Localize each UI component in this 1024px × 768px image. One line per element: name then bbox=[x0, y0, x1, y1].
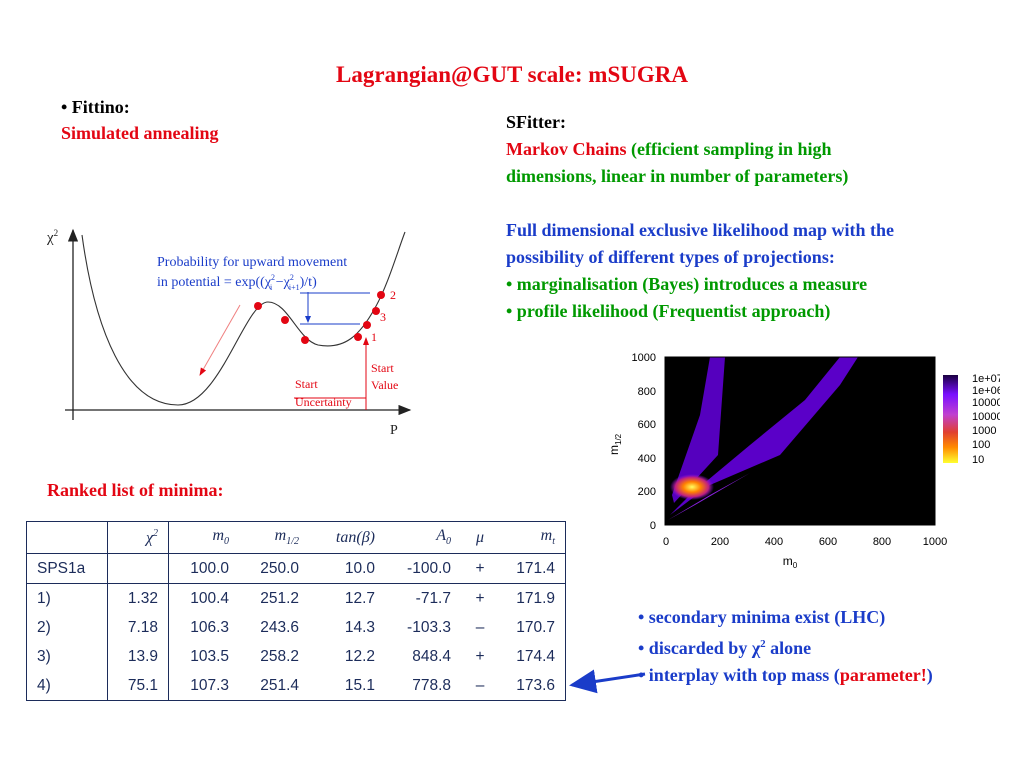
sfitter-heading: SFitter: bbox=[506, 112, 566, 132]
colorbar-label: 1000 bbox=[972, 425, 996, 437]
annealing-points bbox=[254, 291, 385, 344]
table-header-mu: μ bbox=[475, 528, 485, 546]
x-tick: 0 bbox=[663, 536, 669, 548]
y-tick: 0 bbox=[650, 520, 656, 532]
table-header-chi2: χ2 bbox=[107, 521, 169, 554]
table-header-mt: mt bbox=[499, 521, 566, 554]
point-icon bbox=[301, 336, 309, 344]
notes-block: • secondary minima exist (LHC) • discard… bbox=[638, 604, 933, 689]
y-tick: 600 bbox=[638, 419, 656, 431]
start-value-line2: Value bbox=[371, 378, 398, 392]
table-header-m0: m0 bbox=[168, 521, 239, 554]
start-value-line1: Start bbox=[371, 361, 394, 375]
markov-rest: (efficient sampling in high bbox=[626, 139, 832, 159]
colorbar-label: 10000 bbox=[972, 411, 1000, 423]
table-row: SPS1a 100.0 250.0 10.0 -100.0 +171.4 bbox=[26, 553, 566, 584]
colorbar-label: 10 bbox=[972, 454, 984, 466]
note-top-mass: • interplay with top mass (parameter!) bbox=[638, 665, 933, 685]
point-icon bbox=[254, 302, 262, 310]
x-axis-label: P bbox=[390, 423, 398, 438]
x-tick: 1000 bbox=[923, 536, 947, 548]
table-header-row: χ2 m0 m1/2 tan(β) A0 μ mt bbox=[26, 521, 566, 554]
heatmap-band-core bbox=[668, 473, 750, 520]
note-discarded: • discarded by χ2 alone bbox=[638, 638, 812, 658]
simulated-annealing-label: Simulated annealing bbox=[61, 123, 219, 143]
table-header-m12: m1/2 bbox=[274, 527, 299, 548]
probability-line2: in potential = exp((χ2 i −χ2 i+1)/t) bbox=[157, 273, 317, 292]
note-secondary-minima: • secondary minima exist (LHC) bbox=[638, 607, 886, 627]
table-row: 4) 75.1 107.3 251.4 15.1 778.8–173.6 bbox=[26, 671, 566, 701]
markov-chains-label: Markov Chains bbox=[506, 139, 627, 159]
descent-arrow bbox=[199, 304, 241, 376]
x-tick: 600 bbox=[819, 536, 837, 548]
start-uncertainty-line1: Start bbox=[295, 377, 318, 391]
label-3: 3 bbox=[380, 310, 386, 324]
bullet-profile-likelihood: • profile likelihood (Frequentist approa… bbox=[506, 301, 831, 321]
heatmap-ylabel: m1/2 bbox=[607, 433, 623, 455]
label-2: 2 bbox=[390, 288, 396, 302]
simulated-annealing-diagram: χ2 P Probability for upward movement in … bbox=[46, 228, 412, 438]
colorbar-label: 100 bbox=[972, 439, 990, 451]
y-tick: 200 bbox=[638, 486, 656, 498]
probability-line1: Probability for upward movement bbox=[157, 255, 347, 270]
page-title: Lagrangian@GUT scale: mSUGRA bbox=[336, 62, 688, 87]
heatmap-xlabel: m0 bbox=[783, 554, 798, 570]
x-tick: 800 bbox=[873, 536, 891, 548]
ranked-minima-heading: Ranked list of minima: bbox=[47, 480, 224, 500]
markov-line: Markov Chains (efficient sampling in hig… bbox=[506, 136, 894, 163]
y-tick: 800 bbox=[638, 386, 656, 398]
full-dim-line1: Full dimensional exclusive likelihood ma… bbox=[506, 220, 895, 240]
sfitter-block: SFitter: Markov Chains (efficient sampli… bbox=[506, 109, 894, 325]
table-header-tanbeta: tan(β) bbox=[335, 528, 375, 546]
x-tick: 400 bbox=[765, 536, 783, 548]
table-header-a0: A0 bbox=[436, 527, 451, 548]
colorbar bbox=[943, 375, 958, 463]
point-icon bbox=[377, 291, 385, 299]
y-tick: 400 bbox=[638, 453, 656, 465]
svg-text:χ2: χ2 bbox=[46, 228, 58, 246]
heatmap-band-right bbox=[670, 357, 858, 515]
point-icon bbox=[372, 307, 380, 315]
label-1: 1 bbox=[371, 330, 377, 344]
pointer-arrow-icon bbox=[569, 669, 646, 694]
heatmap-hotspot bbox=[670, 474, 714, 500]
colorbar-label: 1e+07 bbox=[972, 373, 1000, 385]
fittino-bullet: • Fittino: bbox=[61, 97, 130, 117]
table-row: 3) 13.9 103.5 258.2 12.2 848.4 +174.4 bbox=[26, 642, 566, 671]
bullet-marginalisation: • marginalisation (Bayes) introduces a m… bbox=[506, 274, 868, 294]
markov-line2: dimensions, linear in number of paramete… bbox=[506, 166, 849, 186]
heatmap-band-left bbox=[672, 357, 725, 503]
y-axis-label: χ bbox=[46, 230, 54, 246]
table-header bbox=[26, 521, 108, 554]
point-icon bbox=[363, 321, 371, 329]
point-icon bbox=[354, 333, 362, 341]
x-tick: 200 bbox=[711, 536, 729, 548]
minima-table: χ2 m0 m1/2 tan(β) A0 μ mt SPS1a 100.0 250.… bbox=[26, 521, 566, 701]
point-icon bbox=[281, 316, 289, 324]
table-row: 1) 1.32 100.4 251.2 12.7 -71.7 +171.9 bbox=[26, 583, 566, 613]
table-row: 2) 7.18 106.3 243.6 14.3 -103.3–170.7 bbox=[26, 613, 566, 642]
colorbar-label: 1e+06 bbox=[972, 385, 1000, 397]
start-uncertainty-line2: Uncertainty bbox=[295, 395, 352, 409]
likelihood-heatmap: 0 200 400 600 800 1000 0 200 400 600 800… bbox=[607, 352, 1000, 570]
full-dim-line2: possibility of different types of projec… bbox=[506, 247, 835, 267]
colorbar-label: 100000 bbox=[972, 397, 1000, 409]
y-tick: 1000 bbox=[632, 352, 656, 364]
